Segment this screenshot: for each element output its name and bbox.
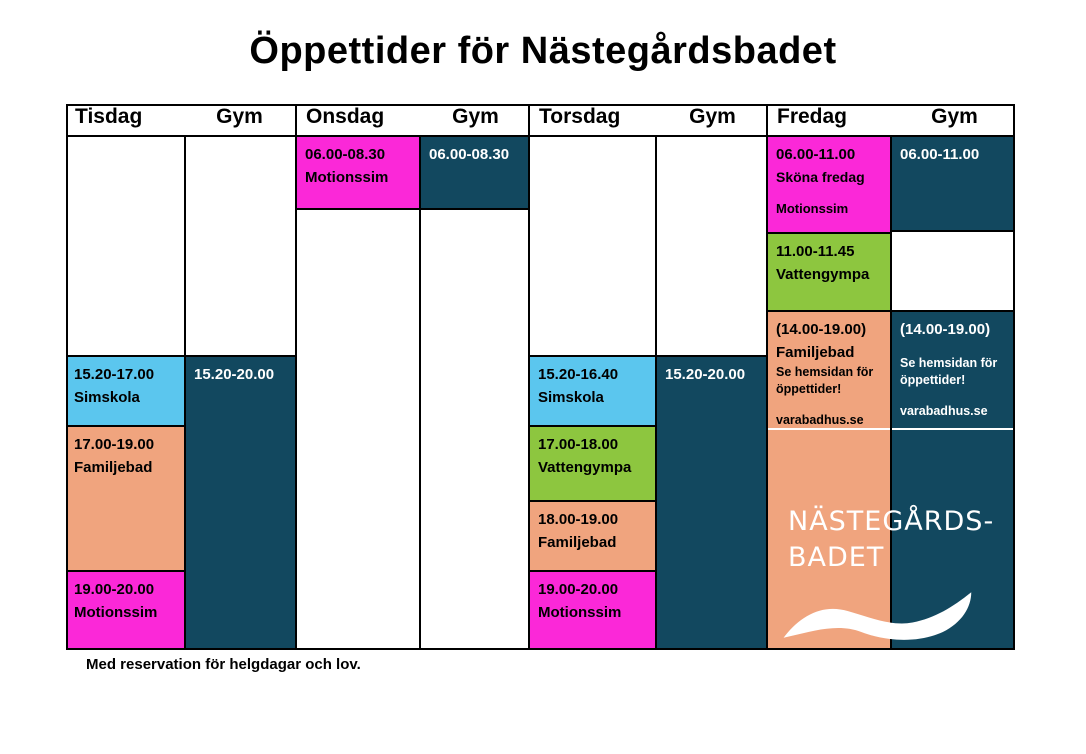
nastegardsbadet-logo: NÄSTEGÅRDS- BADET [766,496,1015,650]
block-time: 15.20-20.00 [194,366,275,383]
block-label: Motionssim [305,169,389,186]
spacer [900,389,1007,403]
block-tisdag-familjebad: 17.00-19.00 Familjebad [66,425,184,570]
header-day-label: Torsdag [539,105,621,128]
block-time: 06.00-08.30 [305,146,386,163]
block-torsdag-motionssim: 19.00-20.00 Motionssim [530,570,655,650]
block-tisdag-simskola: 15.20-17.00 Simskola [66,355,184,425]
block-fredag-familjebad: (14.00-19.00) Familjebad Se hemsidan för… [768,310,890,428]
header-tisdag: Tisdag Gym [66,104,295,137]
column-fredag: 06.00-11.00 Sköna fredag Motionssim 11.0… [766,137,890,650]
header-gym-label: Gym [216,105,263,128]
block-torsdag-simskola: 15.20-16.40 Simskola [530,355,655,425]
block-label: Familjebad [538,534,617,551]
header-day-label: Onsdag [306,105,385,128]
column-torsdag: 15.20-16.40 Simskola 17.00-18.00 Vatteng… [528,137,655,650]
block-note: Se hemsidan för öppettider! [776,365,874,396]
logo-line2: BADET [788,542,885,573]
footer-note: Med reservation för helgdagar och lov. [86,656,361,673]
schedule-table: Tisdag Gym Onsdag Gym Torsdag Gym Fredag… [66,104,1015,650]
table-header-row: Tisdag Gym Onsdag Gym Torsdag Gym Fredag… [66,104,1015,137]
spacer [900,341,1007,355]
block-fredag-gym-kvall: (14.00-19.00) Se hemsidan för öppettider… [892,310,1015,428]
block-time: 18.00-19.00 [538,511,619,528]
logo-line1: NÄSTEGÅRDS- [788,506,995,537]
header-onsdag: Onsdag Gym [295,104,528,137]
block-label: Familjebad [74,459,153,476]
block-time: (14.00-19.00) [900,321,991,338]
column-fredag-gym: 06.00-11.00 (14.00-19.00) Se hemsidan fö… [890,137,1015,650]
block-note: Se hemsidan för öppettider! [900,356,998,387]
block-label: Motionssim [538,604,622,621]
header-day-label: Fredag [777,105,848,128]
block-label: Vattengympa [538,459,632,476]
column-torsdag-gym: 15.20-20.00 [655,137,766,650]
block-website: varabadhus.se [900,404,988,418]
block-torsdag-vattengympa: 17.00-18.00 Vattengympa [530,425,655,500]
block-label: Vattengympa [776,266,870,283]
block-fredag-gym-morgon: 06.00-11.00 [892,137,1015,232]
block-onsdag-gym: 06.00-08.30 [421,137,528,210]
block-fredag-morgon: 06.00-11.00 Sköna fredag Motionssim [768,137,890,232]
block-onsdag-motionssim: 06.00-08.30 Motionssim [297,137,419,210]
logo-text: NÄSTEGÅRDS- BADET [766,496,1015,576]
header-gym-label: Gym [452,105,499,128]
block-time: 15.20-17.00 [74,366,155,383]
header-gym-label: Gym [931,105,978,128]
block-tisdag-gym: 15.20-20.00 [186,355,295,650]
spacer [776,398,882,412]
block-time: 15.20-20.00 [665,366,746,383]
block-time: 06.00-11.00 [900,146,980,163]
block-time: 11.00-11.45 [776,243,855,260]
header-fredag: Fredag Gym [766,104,1015,137]
block-label: Simskola [538,389,604,406]
wave-icon [783,592,972,640]
block-time: 06.00-11.00 [776,146,856,163]
block-label: Motionssim [74,604,158,621]
block-label: Familjebad [776,344,855,361]
block-fredag-vattengympa: 11.00-11.45 Vattengympa [768,232,890,310]
page-title: Öppettider för Nästegårdsbadet [249,30,837,72]
block-tisdag-motionssim: 19.00-20.00 Motionssim [66,570,184,650]
column-onsdag-gym: 06.00-08.30 [419,137,528,650]
header-gym-label: Gym [689,105,736,128]
column-tisdag-gym: 15.20-20.00 [184,137,295,650]
block-time: 17.00-19.00 [74,436,155,453]
block-time: 15.20-16.40 [538,366,619,383]
block-time: 17.00-18.00 [538,436,619,453]
block-sublabel: Motionssim [776,201,849,216]
block-time: (14.00-19.00) [776,321,867,338]
block-torsdag-familjebad: 18.00-19.00 Familjebad [530,500,655,570]
header-day-label: Tisdag [75,105,143,128]
block-time: 19.00-20.00 [538,581,619,598]
block-website: varabadhus.se [776,413,864,427]
column-onsdag: 06.00-08.30 Motionssim [295,137,419,650]
block-torsdag-gym: 15.20-20.00 [657,355,766,650]
block-time: 06.00-08.30 [429,146,510,163]
block-label: Simskola [74,389,140,406]
header-torsdag: Torsdag Gym [528,104,766,137]
column-tisdag: 15.20-17.00 Simskola 17.00-19.00 Familje… [66,137,184,650]
block-time: 19.00-20.00 [74,581,155,598]
block-label: Sköna fredag [776,169,865,185]
